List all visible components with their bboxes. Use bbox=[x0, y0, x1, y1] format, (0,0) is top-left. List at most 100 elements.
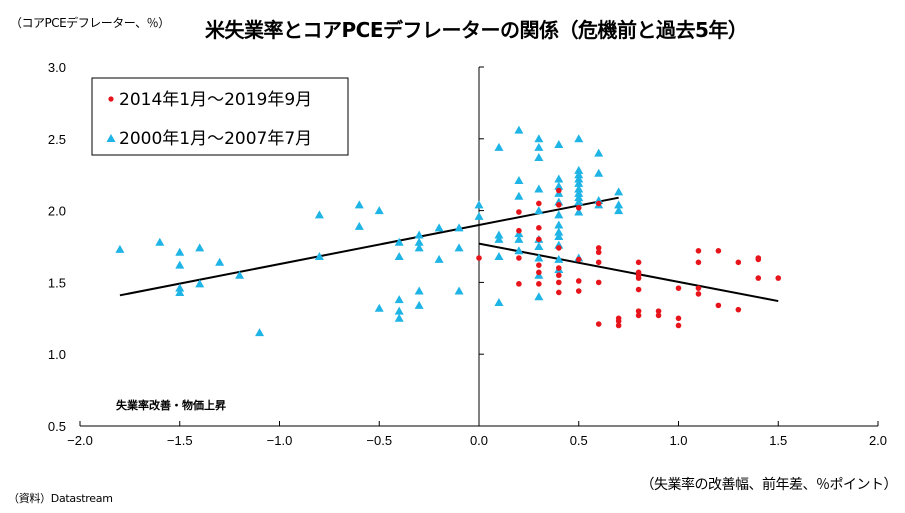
data-point-circle bbox=[755, 256, 762, 263]
x-tick-label: −1.0 bbox=[267, 433, 293, 448]
data-point-circle bbox=[675, 285, 682, 291]
data-point-circle bbox=[675, 315, 682, 322]
data-point-circle bbox=[755, 275, 762, 281]
data-point-triangle bbox=[434, 254, 444, 263]
chart-title: 米失業率とコアPCEデフレーターの関係（危機前と過去5年） bbox=[205, 18, 748, 42]
data-point-triangle bbox=[175, 287, 185, 296]
data-point-circle bbox=[715, 302, 722, 309]
legend-box bbox=[91, 77, 349, 156]
x-tick-label: 1.5 bbox=[769, 433, 787, 448]
data-point-triangle bbox=[554, 254, 564, 263]
data-point-triangle bbox=[414, 243, 424, 252]
data-point-triangle bbox=[554, 181, 564, 190]
data-point-triangle bbox=[494, 298, 504, 307]
data-point-triangle bbox=[175, 283, 185, 292]
data-point-circle bbox=[536, 225, 542, 231]
data-point-circle bbox=[635, 286, 642, 293]
data-point-triangle bbox=[534, 206, 544, 215]
data-point-triangle bbox=[534, 184, 544, 193]
legend-label-2000-2007: 2000年1月～2007年7月 bbox=[119, 129, 312, 149]
x-tick-label: 1.0 bbox=[669, 433, 687, 448]
data-point-triangle bbox=[574, 165, 584, 174]
data-point-triangle bbox=[195, 279, 205, 288]
data-point-circle bbox=[516, 209, 522, 215]
legend-marker-triangle bbox=[106, 134, 116, 142]
data-point-triangle bbox=[554, 174, 564, 183]
trendline-2014-2019 bbox=[478, 242, 779, 303]
data-point-triangle bbox=[394, 306, 404, 315]
x-tick-label: −2.0 bbox=[67, 433, 93, 448]
data-point-circle bbox=[675, 322, 682, 329]
data-point-triangle bbox=[354, 221, 364, 230]
data-point-triangle bbox=[175, 247, 185, 256]
data-point-triangle bbox=[394, 252, 404, 261]
y-tick-label: 2.5 bbox=[48, 132, 66, 147]
data-point-circle bbox=[556, 289, 562, 296]
data-point-circle bbox=[516, 281, 522, 287]
data-point-triangle bbox=[594, 148, 604, 157]
x-tick-label: 2.0 bbox=[869, 433, 887, 448]
data-point-triangle bbox=[574, 184, 584, 193]
data-point-circle bbox=[536, 200, 542, 207]
data-point-triangle bbox=[514, 234, 524, 243]
data-point-circle bbox=[655, 312, 662, 319]
legend-label-2014-2019: 2014年1月～2019年9月 bbox=[119, 90, 312, 110]
y-axis-unit-label: （コアPCEデフレーター、％） bbox=[10, 16, 170, 30]
data-point-triangle bbox=[414, 237, 424, 246]
data-point-circle bbox=[775, 275, 782, 281]
data-point-circle bbox=[635, 259, 642, 266]
data-point-triangle bbox=[195, 243, 205, 252]
data-point-triangle bbox=[255, 328, 265, 337]
data-point-triangle bbox=[155, 237, 165, 246]
data-point-triangle bbox=[594, 168, 604, 177]
data-point-circle bbox=[476, 255, 482, 261]
data-point-circle bbox=[595, 245, 602, 251]
data-point-triangle bbox=[394, 313, 404, 322]
data-point-triangle bbox=[614, 206, 624, 215]
legend-marker-circle bbox=[108, 96, 114, 102]
data-point-triangle bbox=[574, 193, 584, 202]
data-point-triangle bbox=[494, 234, 504, 243]
data-point-circle bbox=[635, 275, 642, 281]
data-point-triangle bbox=[574, 170, 584, 179]
data-point-triangle bbox=[454, 243, 464, 252]
data-points bbox=[115, 125, 782, 337]
data-point-triangle bbox=[474, 200, 484, 209]
data-point-triangle bbox=[534, 242, 544, 250]
data-point-circle bbox=[536, 236, 542, 243]
data-point-triangle bbox=[215, 257, 225, 266]
data-point-circle bbox=[516, 227, 522, 234]
data-point-circle bbox=[735, 259, 742, 266]
data-point-circle bbox=[536, 269, 542, 276]
data-point-circle bbox=[695, 259, 702, 266]
data-point-triangle bbox=[574, 174, 584, 183]
data-point-triangle bbox=[414, 286, 424, 295]
data-point-triangle bbox=[554, 210, 564, 219]
data-point-triangle bbox=[514, 175, 524, 184]
data-point-triangle bbox=[554, 227, 564, 236]
data-point-triangle bbox=[374, 206, 384, 215]
data-point-circle bbox=[595, 200, 602, 207]
data-point-triangle bbox=[394, 237, 404, 246]
x-axis-label: （失業率の改善幅、前年差、％ポイント） bbox=[640, 477, 898, 493]
x-tick-label: 0.0 bbox=[470, 433, 488, 448]
data-point-circle bbox=[595, 259, 602, 266]
data-point-triangle bbox=[115, 244, 125, 253]
data-point-triangle bbox=[534, 134, 544, 143]
data-point-triangle bbox=[574, 188, 584, 197]
data-point-triangle bbox=[414, 300, 424, 309]
data-point-circle bbox=[595, 321, 602, 327]
data-point-triangle bbox=[534, 152, 544, 161]
data-point-circle bbox=[615, 322, 622, 329]
data-point-triangle bbox=[494, 230, 504, 239]
data-point-triangle bbox=[414, 230, 424, 239]
data-point-triangle bbox=[434, 223, 444, 232]
x-tick-label: 0.5 bbox=[570, 433, 588, 448]
data-point-triangle bbox=[554, 140, 564, 149]
data-point-triangle bbox=[494, 252, 504, 261]
data-point-circle bbox=[556, 245, 562, 251]
data-point-circle bbox=[595, 279, 602, 286]
data-point-circle bbox=[715, 248, 722, 254]
x-tick-label: −0.5 bbox=[366, 433, 392, 448]
